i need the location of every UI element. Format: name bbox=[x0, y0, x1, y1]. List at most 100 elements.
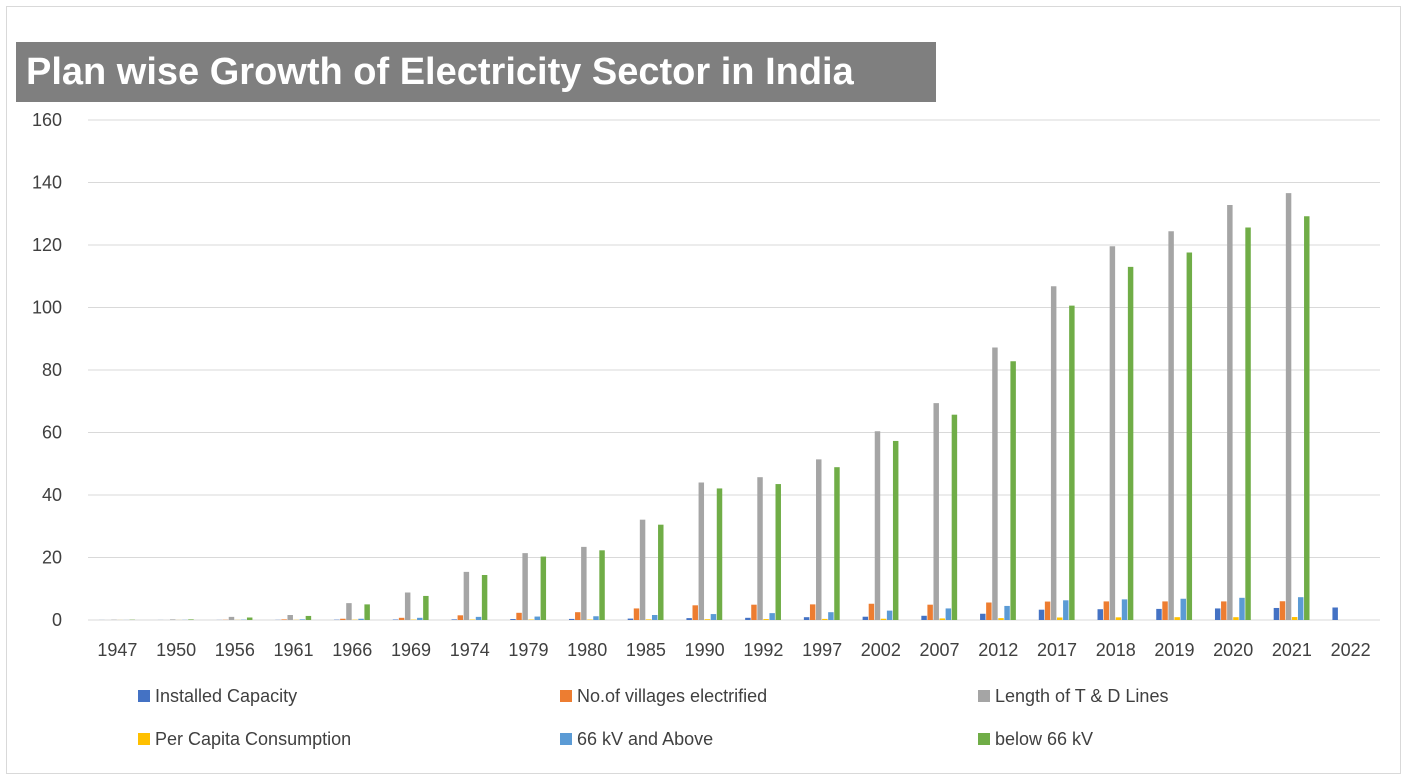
y-tick-label: 160 bbox=[32, 110, 62, 130]
bar-per-capita-consumption-1997 bbox=[822, 618, 828, 620]
legend-label: below 66 kV bbox=[995, 729, 1093, 749]
bar-below-66-kv-2021 bbox=[1304, 216, 1310, 620]
bar-length-of-t-d-lines-2002 bbox=[874, 431, 881, 620]
bar-66-kv-and-above-1961 bbox=[299, 619, 306, 620]
bar-installed-capacity-2019 bbox=[1156, 608, 1162, 620]
x-category-label: 1985 bbox=[626, 640, 666, 660]
bar-length-of-t-d-lines-2019 bbox=[1168, 231, 1174, 620]
legend-swatch bbox=[978, 690, 990, 702]
x-category-label: 1980 bbox=[567, 640, 607, 660]
bar-below-66-kv-1992 bbox=[775, 484, 781, 620]
legend-label: Per Capita Consumption bbox=[155, 729, 351, 749]
bar-no-of-villages-electrified-2012 bbox=[986, 602, 992, 620]
x-category-label: 1966 bbox=[332, 640, 372, 660]
legend-label: Installed Capacity bbox=[155, 686, 297, 706]
bar-below-66-kv-1956 bbox=[246, 617, 253, 620]
bar-no-of-villages-electrified-2021 bbox=[1279, 601, 1286, 620]
bar-below-66-kv-2019 bbox=[1186, 252, 1193, 620]
bar-length-of-t-d-lines-1969 bbox=[404, 592, 411, 620]
bar-installed-capacity-2021 bbox=[1273, 607, 1280, 620]
bar-below-66-kv-1985 bbox=[658, 524, 664, 620]
x-category-label: 1974 bbox=[450, 640, 490, 660]
bar-below-66-kv-1974 bbox=[481, 575, 488, 620]
chart-title-box: Plan wise Growth of Electricity Sector i… bbox=[16, 42, 936, 102]
bar-length-of-t-d-lines-1992 bbox=[757, 477, 763, 620]
x-category-label: 2007 bbox=[920, 640, 960, 660]
y-tick-label: 20 bbox=[42, 548, 62, 568]
bar-below-66-kv-1990 bbox=[716, 488, 723, 620]
bar-below-66-kv-1966 bbox=[364, 604, 370, 620]
y-axis-tick-labels: 0 20 40 60 80 100 120 140 160 bbox=[32, 110, 62, 630]
bar-66-kv-and-above-1990 bbox=[710, 614, 717, 620]
bar-66-kv-and-above-2021 bbox=[1297, 597, 1304, 620]
bar-installed-capacity-1992 bbox=[745, 617, 751, 620]
bar-below-66-kv-1997 bbox=[834, 467, 840, 620]
bar-no-of-villages-electrified-2007 bbox=[927, 604, 933, 620]
bar-66-kv-and-above-1985 bbox=[651, 615, 658, 620]
bar-per-capita-consumption-2018 bbox=[1115, 617, 1122, 620]
bar-per-capita-consumption-2020 bbox=[1233, 617, 1239, 620]
legend-label: No.of villages electrified bbox=[577, 686, 767, 706]
y-tick-label: 0 bbox=[52, 610, 62, 630]
bar-below-66-kv-1961 bbox=[305, 615, 312, 620]
bar-below-66-kv-1980 bbox=[599, 550, 605, 620]
bar-length-of-t-d-lines-2012 bbox=[992, 347, 998, 620]
legend-swatch bbox=[138, 733, 150, 745]
y-tick-label: 100 bbox=[32, 298, 62, 318]
bar-per-capita-consumption-2017 bbox=[1057, 617, 1063, 620]
x-category-label: 1997 bbox=[802, 640, 842, 660]
bar-length-of-t-d-lines-1974 bbox=[463, 571, 470, 620]
bar-below-66-kv-2018 bbox=[1127, 266, 1134, 620]
chart-title: Plan wise Growth of Electricity Sector i… bbox=[26, 50, 854, 93]
bar-length-of-t-d-lines-1979 bbox=[522, 553, 528, 620]
bar-below-66-kv-2007 bbox=[951, 414, 958, 620]
bar-per-capita-consumption-2012 bbox=[998, 618, 1004, 620]
bar-66-kv-and-above-1980 bbox=[593, 616, 599, 620]
bar-length-of-t-d-lines-2018 bbox=[1109, 246, 1116, 620]
bar-installed-capacity-1980 bbox=[568, 618, 575, 620]
bar-length-of-t-d-lines-1950 bbox=[170, 619, 176, 620]
legend-swatch bbox=[978, 733, 990, 745]
bar-below-66-kv-2002 bbox=[892, 440, 899, 620]
bar-no-of-villages-electrified-1961 bbox=[281, 619, 287, 620]
x-category-label: 1979 bbox=[508, 640, 548, 660]
x-category-label: 2017 bbox=[1037, 640, 1077, 660]
x-category-label: 2002 bbox=[861, 640, 901, 660]
bar-installed-capacity-1997 bbox=[803, 617, 810, 620]
bar-no-of-villages-electrified-1969 bbox=[398, 617, 405, 620]
bar-per-capita-consumption-1992 bbox=[763, 619, 769, 620]
bar-66-kv-and-above-2017 bbox=[1063, 600, 1069, 620]
x-category-label: 2019 bbox=[1154, 640, 1194, 660]
bar-installed-capacity-2017 bbox=[1038, 609, 1045, 620]
bar-installed-capacity-2012 bbox=[980, 613, 986, 620]
legend-swatch bbox=[138, 690, 150, 702]
bar-66-kv-and-above-2002 bbox=[886, 610, 893, 620]
x-category-label: 1947 bbox=[97, 640, 137, 660]
legend-label: 66 kV and Above bbox=[577, 729, 713, 749]
bar-length-of-t-d-lines-2017 bbox=[1050, 286, 1057, 620]
bar-length-of-t-d-lines-1961 bbox=[287, 615, 293, 620]
bar-below-66-kv-2017 bbox=[1069, 305, 1075, 620]
x-category-label: 2012 bbox=[978, 640, 1018, 660]
x-category-label: 1992 bbox=[743, 640, 783, 660]
bar-66-kv-and-above-1992 bbox=[769, 613, 775, 620]
bar-length-of-t-d-lines-1997 bbox=[816, 459, 822, 620]
bar-below-66-kv-1979 bbox=[540, 556, 547, 620]
bar-length-of-t-d-lines-2021 bbox=[1285, 193, 1292, 620]
bar-no-of-villages-electrified-1992 bbox=[751, 604, 757, 620]
bar-66-kv-and-above-2012 bbox=[1004, 605, 1010, 620]
y-tick-label: 140 bbox=[32, 173, 62, 193]
bar-installed-capacity-1974 bbox=[451, 619, 457, 620]
bar-no-of-villages-electrified-2019 bbox=[1162, 601, 1168, 620]
legend: Installed Capacity No.of villages electri… bbox=[138, 686, 1168, 749]
bar-66-kv-and-above-2018 bbox=[1121, 599, 1128, 620]
x-category-label: 1961 bbox=[274, 640, 314, 660]
x-category-label: 1990 bbox=[685, 640, 725, 660]
bar-66-kv-and-above-2007 bbox=[945, 608, 952, 620]
bar-length-of-t-d-lines-2020 bbox=[1227, 205, 1233, 620]
y-tick-label: 80 bbox=[42, 360, 62, 380]
bar-per-capita-consumption-2002 bbox=[880, 618, 887, 620]
bar-66-kv-and-above-1974 bbox=[475, 616, 482, 620]
legend-swatch bbox=[560, 733, 572, 745]
y-tick-label: 120 bbox=[32, 235, 62, 255]
